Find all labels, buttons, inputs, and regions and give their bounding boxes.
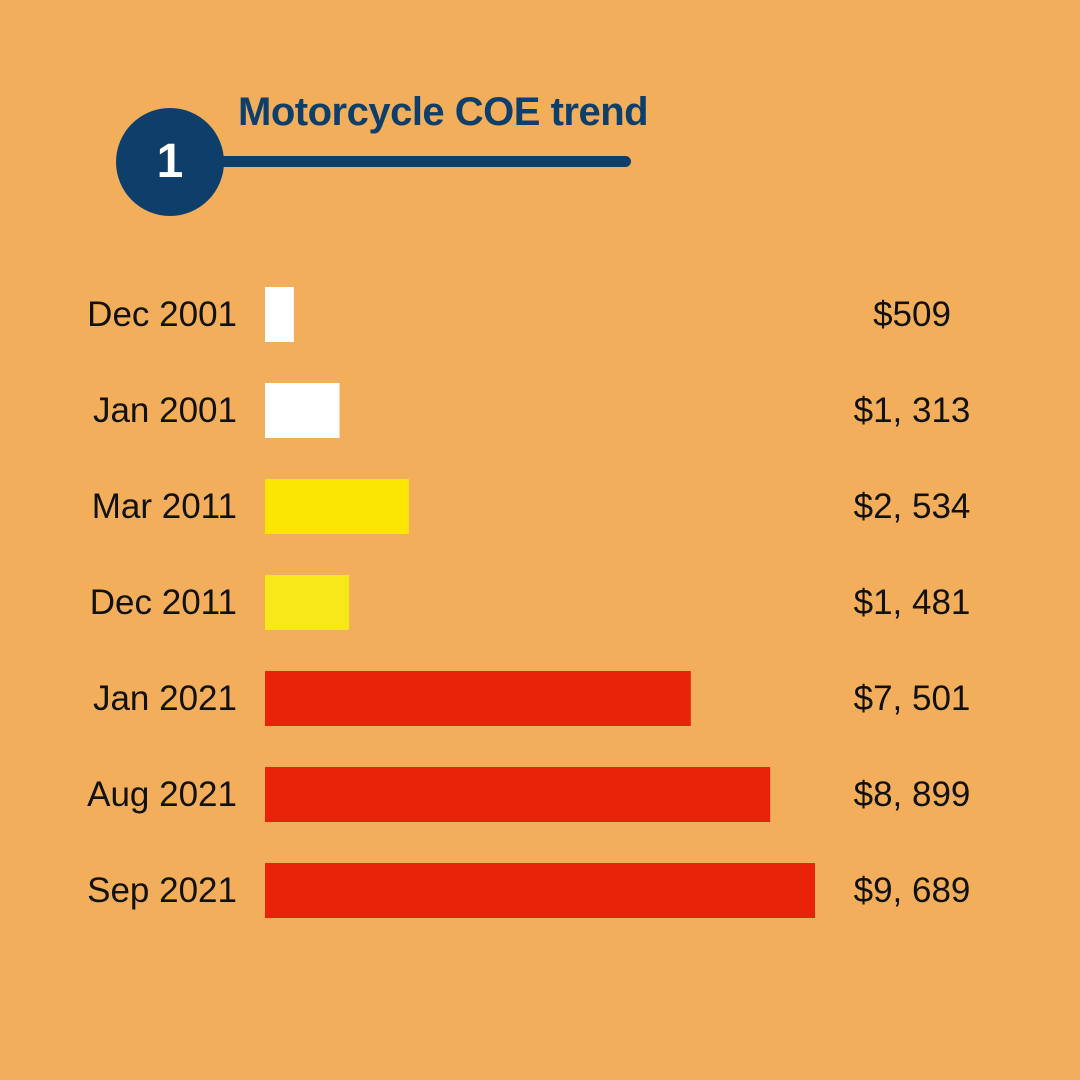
value-label: $1, 481: [854, 583, 971, 622]
category-label: Mar 2011: [92, 487, 237, 526]
category-label: Dec 2001: [87, 295, 237, 334]
value-label: $9, 689: [854, 871, 971, 910]
bar: [265, 863, 815, 918]
chart-title: Motorcycle COE trend: [238, 90, 649, 134]
category-label: Aug 2021: [87, 775, 237, 814]
step-number: 1: [156, 135, 184, 188]
chart-header: 1 Motorcycle COE trend: [0, 0, 1080, 240]
category-label: Dec 2011: [90, 583, 237, 622]
bar: [265, 767, 771, 822]
step-number-badge: 1: [116, 108, 224, 216]
bar: [265, 383, 340, 438]
value-label: $2, 534: [854, 487, 971, 526]
value-label: $8, 899: [854, 775, 971, 814]
value-label: $1, 313: [854, 391, 971, 430]
value-label: $509: [873, 295, 951, 334]
bar: [265, 479, 409, 534]
category-label: Sep 2021: [87, 871, 237, 910]
bar: [265, 671, 691, 726]
bar: [265, 287, 294, 342]
category-label: Jan 2021: [93, 679, 237, 718]
value-label: $7, 501: [854, 679, 971, 718]
title-underline: [205, 156, 631, 167]
bar: [265, 575, 350, 630]
category-label: Jan 2001: [93, 391, 237, 430]
